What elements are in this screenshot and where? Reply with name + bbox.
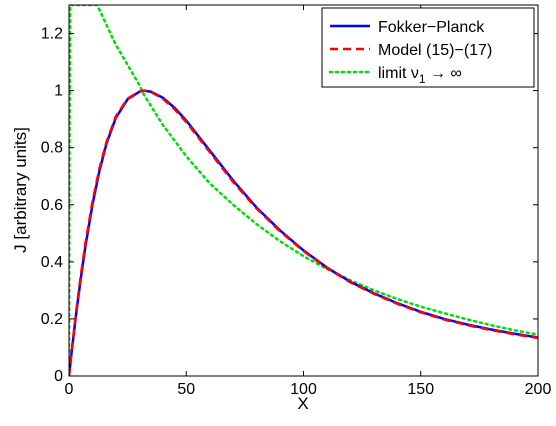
x-tick-label: 100 — [290, 381, 317, 398]
x-axis-label: X — [297, 394, 308, 413]
legend-label-model: Model (15)−(17) — [378, 42, 492, 59]
legend: Fokker−Planck Model (15)−(17) limit ν1 →… — [321, 7, 535, 88]
legend-label-limit-main: limit ν — [378, 65, 419, 82]
legend-label-fokker-planck: Fokker−Planck — [378, 19, 485, 36]
y-tick-label: 0 — [54, 368, 63, 385]
legend-entry-model: Model (15)−(17) — [330, 42, 492, 59]
x-axis: 0 50 100 150 200 — [65, 5, 552, 398]
y-axis: 0 0.2 0.4 0.6 0.8 1 1.2 — [41, 26, 538, 385]
y-tick-label: 1.2 — [41, 26, 63, 43]
legend-label-limit-sub: 1 — [419, 72, 426, 86]
legend-box — [321, 7, 535, 88]
y-tick-label: 1 — [54, 83, 63, 100]
x-tick-label: 50 — [177, 381, 195, 398]
legend-label-limit: limit ν1 → ∞ — [378, 65, 462, 86]
legend-label-limit-tail: → ∞ — [426, 65, 462, 82]
series-line-limit-1 — [69, 5, 538, 376]
series-layer — [69, 5, 538, 376]
legend-entry-fokker-planck: Fokker−Planck — [330, 19, 485, 36]
y-tick-label: 0.2 — [41, 311, 63, 328]
legend-entry-limit: limit ν1 → ∞ — [328, 65, 462, 86]
y-axis-label: J [arbitrary units] — [11, 127, 30, 253]
y-tick-label: 0.6 — [41, 197, 63, 214]
x-tick-label: 0 — [65, 381, 74, 398]
x-tick-label: 200 — [525, 381, 552, 398]
y-tick-label: 0.4 — [41, 254, 63, 271]
x-tick-label: 150 — [407, 381, 434, 398]
y-tick-label: 0.8 — [41, 140, 63, 157]
